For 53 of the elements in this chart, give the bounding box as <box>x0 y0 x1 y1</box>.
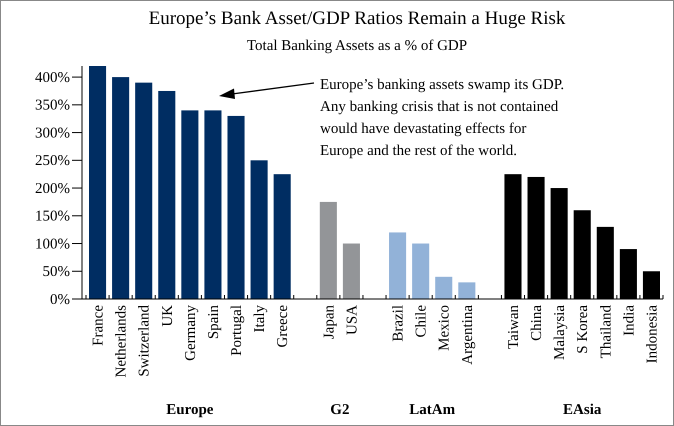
bar <box>389 232 406 299</box>
x-tick-label: Switzerland <box>136 304 153 377</box>
x-tick-label: Argentina <box>460 304 476 365</box>
y-tick-label: 100% <box>35 236 70 252</box>
text: G2 <box>330 402 350 418</box>
y-tick-label: 250% <box>35 153 70 170</box>
x-tick-label: Italy <box>252 304 268 332</box>
x-tick-label: Japan <box>321 304 338 340</box>
y-tick-label: 150% <box>35 208 70 225</box>
x-tick-label: USA <box>344 304 360 336</box>
y-tick-label: 0% <box>50 292 70 308</box>
bar <box>320 202 337 299</box>
x-tick-label: Germany <box>182 304 199 361</box>
bar <box>158 90 176 299</box>
text: EAsia <box>563 402 602 418</box>
x-tick-label: China <box>529 304 546 341</box>
bar <box>227 116 245 299</box>
y-tick-label: 300% <box>35 125 70 142</box>
x-tick-label: S Korea <box>575 304 592 354</box>
y-tick-label: 400% <box>35 70 70 86</box>
bar <box>274 174 291 299</box>
x-tick-label: Portugal <box>229 305 246 356</box>
x-tick-label: Spain <box>206 304 222 340</box>
x-tick-label: Malaysia <box>552 304 568 360</box>
x-tick-label: Greece <box>275 304 292 348</box>
x-tick-label: UK <box>160 304 176 327</box>
text: Europe <box>166 402 214 418</box>
bar <box>250 160 268 299</box>
chart-title: Europe’s Bank Asset/GDP Ratios Remain a Huge Risk <box>148 8 566 29</box>
x-tick-label: Mexico <box>436 305 453 351</box>
bar <box>412 244 430 299</box>
bar <box>112 77 130 299</box>
bar <box>89 66 106 299</box>
x-tick-label: France <box>90 304 107 346</box>
x-tick-label: Indonesia <box>644 304 660 364</box>
annotation: Europe’s banking assets swamp its GDP. Any banking crisis that is not contained would have devastating effects for Europe and the rest of the world. <box>320 77 564 159</box>
bar <box>135 82 152 299</box>
bar <box>181 110 198 299</box>
x-tick-label: Chile <box>414 304 430 338</box>
y-tick-label: 200% <box>35 180 70 197</box>
bar <box>204 110 222 299</box>
bar <box>342 244 360 299</box>
x-tick-label: Thailand <box>598 304 614 358</box>
x-tick-label: Taiwan <box>506 304 522 349</box>
y-tick-label: 350% <box>35 98 70 114</box>
x-tick-label: India <box>621 304 638 336</box>
x-tick-label: Netherlands <box>114 304 130 378</box>
y-tick-label: 50% <box>42 264 70 280</box>
chart-subtitle: Total Banking Assets as a % of GDP <box>246 38 468 54</box>
bar <box>458 282 476 299</box>
bar <box>435 276 452 299</box>
text: LatAm <box>409 402 456 418</box>
x-tick-label: Brazil <box>390 305 407 342</box>
